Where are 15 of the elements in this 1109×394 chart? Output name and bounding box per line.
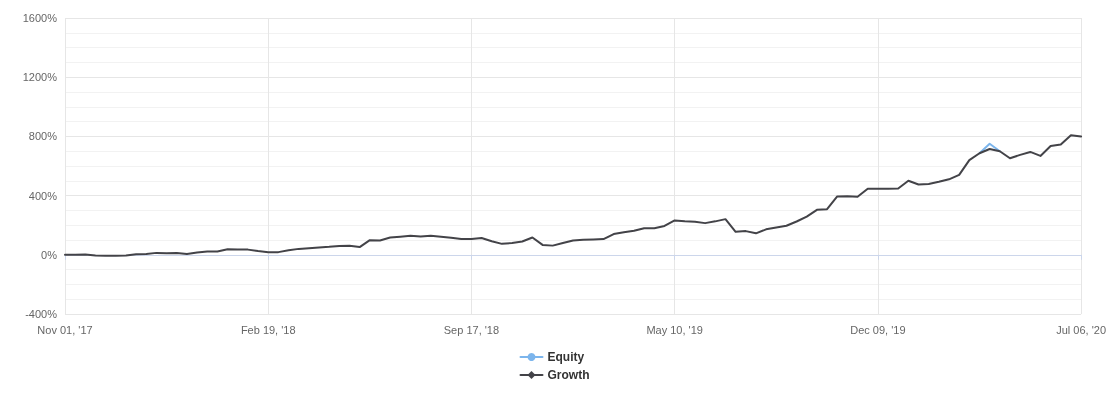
y-tick-label: 800%: [28, 130, 58, 143]
x-tick-label: Feb 19, '18: [240, 323, 296, 336]
y-tick-label: 400%: [28, 189, 58, 202]
y-tick-label: 1200%: [22, 71, 58, 84]
x-tick-label: Nov 01, '17: [37, 323, 93, 336]
x-tick-label: Jul 06, '20: [1056, 323, 1107, 336]
x-tick-label: Sep 17, '18: [443, 323, 500, 336]
y-tick-label: 0%: [41, 248, 58, 261]
x-tick-label: Dec 09, '19: [850, 323, 906, 336]
x-tick-label: May 10, '19: [646, 323, 703, 336]
legend-label: Growth: [547, 368, 590, 382]
y-tick-label: -400%: [25, 308, 58, 320]
legend-label: Equity: [547, 350, 585, 364]
y-tick-label: 1600%: [22, 12, 58, 24]
line-series: [64, 134, 1083, 257]
